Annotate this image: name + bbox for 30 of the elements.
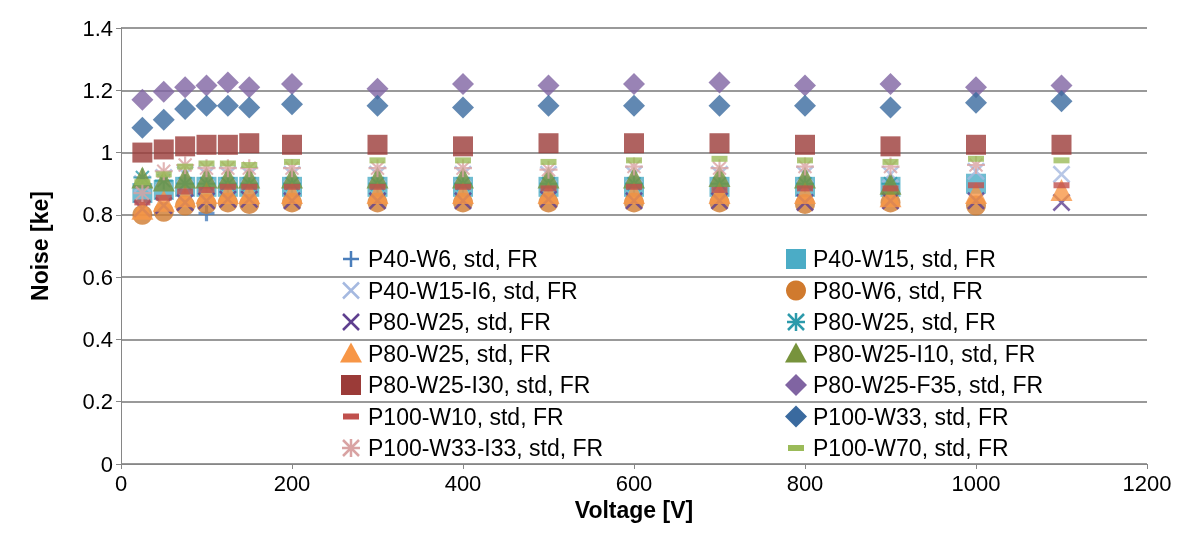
legend-label: P100-W70, std, FR [813,435,1009,461]
y-axis-title: Noise [ke] [26,191,53,301]
legend-label: P80-W25-I10, std, FR [813,340,1036,367]
x-tick-label: 800 [786,470,824,496]
x-axis-title: Voltage [V] [574,497,694,524]
legend-label: P100-W33-I33, std, FR [368,435,604,461]
x-tick-label: 600 [615,470,653,496]
x-tick-label: 400 [444,470,482,496]
x-tick-label: 200 [273,470,311,496]
y-tick-label: 0.2 [82,389,113,415]
legend-label: P80-W6, std, FR [813,277,983,304]
legend-label: P100-W33, std, FR [813,403,1009,430]
legend-label: P100-W10, std, FR [368,403,564,430]
legend-label: P40-W15, std, FR [813,246,996,272]
y-tick-label: 1.2 [82,77,113,103]
legend-label: P80-W25, std, FR [368,340,551,367]
legend-label: P40-W15-I6, std, FR [368,277,578,304]
legend-label: P80-W25, std, FR [368,309,551,335]
y-tick-label: 0.6 [82,264,113,290]
legend-label: P80-W25, std, FR [813,309,996,335]
y-tick-label: 0.8 [82,202,113,228]
legend-label: P80-W25-F35, std, FR [813,372,1044,398]
y-tick-label: 1 [100,140,113,166]
x-tick-label: 1200 [1122,470,1172,496]
legend-label: P80-W25-I30, std, FR [368,372,591,398]
x-tick-label: 1000 [951,470,1001,496]
y-tick-label: 0 [100,451,113,477]
legend-label: P40-W6, std, FR [368,246,538,272]
y-tick-label: 1.4 [82,15,113,41]
y-tick-label: 0.4 [82,326,113,352]
